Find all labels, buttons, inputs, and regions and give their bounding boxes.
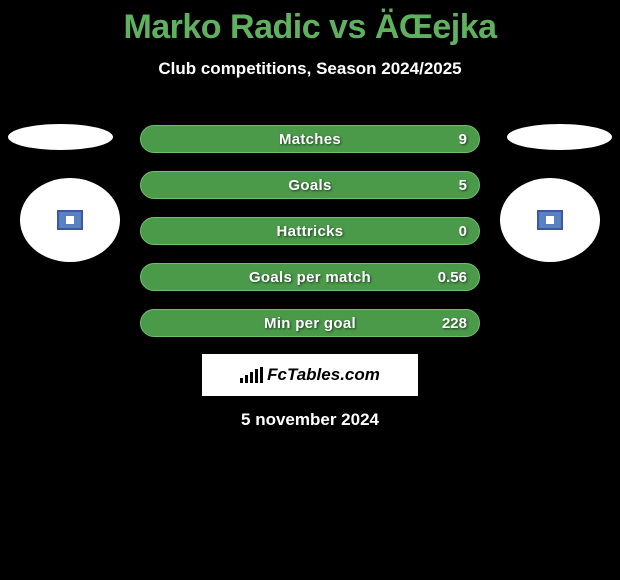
footer-date: 5 november 2024 — [0, 410, 620, 430]
stat-bar: Hattricks 0 — [140, 217, 480, 245]
branding-logo: FcTables.com — [202, 354, 418, 396]
stat-label: Matches — [279, 131, 341, 148]
stat-label: Hattricks — [277, 223, 344, 240]
stat-bar: Goals per match 0.56 — [140, 263, 480, 291]
stat-bar: Min per goal 228 — [140, 309, 480, 337]
placeholder-icon — [537, 210, 563, 230]
stat-label: Goals — [288, 177, 331, 194]
stat-value: 0 — [459, 223, 467, 240]
page-subtitle: Club competitions, Season 2024/2025 — [0, 59, 620, 79]
stat-label: Min per goal — [264, 315, 356, 332]
team-badge-right — [500, 178, 600, 262]
logo-label: FcTables.com — [267, 365, 380, 385]
stat-value: 5 — [459, 177, 467, 194]
stat-value: 0.56 — [438, 269, 467, 286]
stats-bar-group: Matches 9 Goals 5 Hattricks 0 Goals per … — [140, 125, 480, 355]
team-badge-left — [20, 178, 120, 262]
decorative-ellipse-right — [507, 124, 612, 150]
page-title: Marko Radic vs ÄŒejka — [0, 0, 620, 47]
placeholder-icon — [57, 210, 83, 230]
stat-value: 9 — [459, 131, 467, 148]
stat-value: 228 — [442, 315, 467, 332]
stat-bar: Goals 5 — [140, 171, 480, 199]
decorative-ellipse-left — [8, 124, 113, 150]
stat-bar: Matches 9 — [140, 125, 480, 153]
logo-text: FcTables.com — [240, 365, 380, 385]
bar-chart-icon — [240, 367, 263, 383]
stat-label: Goals per match — [249, 269, 371, 286]
